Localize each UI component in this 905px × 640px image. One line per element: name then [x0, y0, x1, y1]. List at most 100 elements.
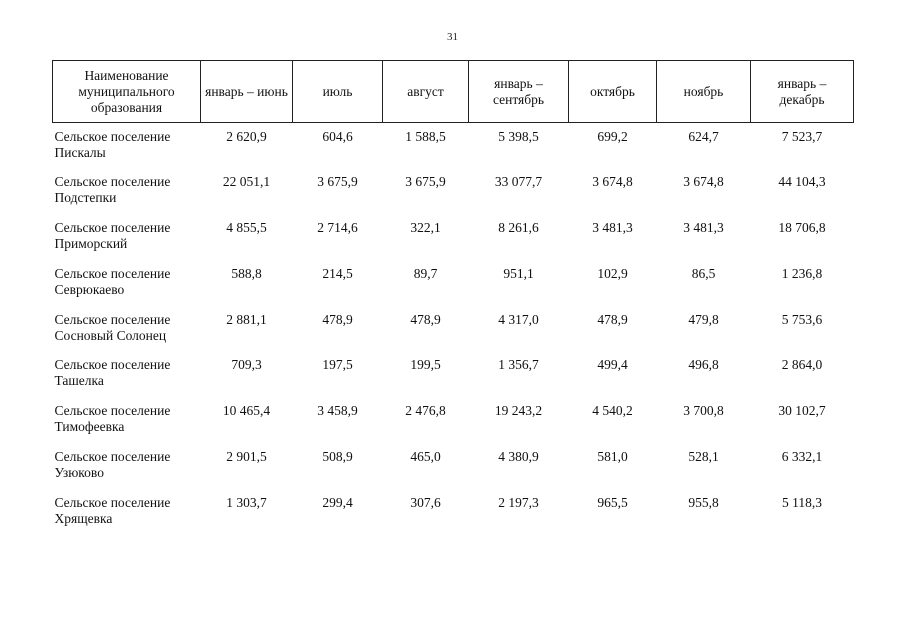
value-cell: 214,5 — [322, 265, 353, 281]
value-cell: 8 261,6 — [498, 220, 539, 236]
value-cell: 478,9 — [410, 311, 441, 327]
table-body: Сельское поселение Пискалы 2 620,9 604,6 1 5… — [53, 123, 854, 535]
table-row: Сельское поселение Ташелка 709,3 197,5 199,5… — [53, 351, 854, 397]
value-cell: 19 243,2 — [494, 403, 543, 419]
value-cell: 508,9 — [322, 449, 353, 465]
municipality-name: Подстепки — [54, 190, 117, 206]
municipality-name-cell: Сельское поселение Сосновый Солонец — [53, 306, 201, 352]
table-row: Сельское поселение Хрящевка 1 303,7 299,4 30… — [53, 489, 854, 535]
municipality-name-cell: Сельское поселение Ташелка — [53, 351, 201, 397]
value-cell: 955,8 — [688, 494, 719, 510]
table-row: Сельское поселение Узюково 2 901,5 508,9 465… — [53, 443, 854, 489]
value-cell: 2 476,8 — [405, 403, 446, 419]
value-cell: 478,9 — [597, 311, 628, 327]
value-cell: 3 674,8 — [683, 174, 724, 190]
municipality-name: Приморский — [54, 236, 128, 252]
value-cell: 3 481,3 — [592, 220, 633, 236]
municipality-name-cell: Сельское поселение Тимофеевка — [53, 397, 201, 443]
municipality-name: Севрюкаево — [54, 281, 125, 297]
municipality-name: Пискалы — [54, 145, 106, 160]
municipality-type: Сельское поселение — [54, 129, 171, 144]
value-cell: 102,9 — [597, 265, 628, 281]
municipality-name-cell: Сельское поселение Приморский — [53, 214, 201, 260]
value-cell: 322,1 — [410, 220, 441, 236]
value-cell: 30 102,7 — [778, 403, 826, 419]
value-cell: 581,0 — [597, 449, 628, 465]
value-cell: 3 675,9 — [405, 174, 446, 190]
value-cell: 18 706,8 — [778, 220, 826, 236]
municipality-type: Сельское поселение — [54, 357, 171, 373]
value-cell: 2 901,5 — [226, 449, 267, 465]
value-cell: 86,5 — [691, 265, 716, 281]
municipality-name: Узюково — [54, 465, 104, 481]
table-row: Сельское поселение Севрюкаево 588,8 214,5 89… — [53, 260, 854, 306]
value-cell: 1 236,8 — [781, 265, 823, 281]
value-cell: 3 674,8 — [592, 174, 633, 190]
value-cell: 2 881,1 — [226, 311, 267, 327]
header-jan-sep: январь – сентябрь — [468, 60, 569, 123]
value-cell: 624,7 — [688, 129, 719, 144]
value-cell: 479,8 — [688, 311, 719, 327]
municipality-type: Сельское поселение — [54, 265, 171, 281]
header-nov: ноябрь — [656, 60, 751, 123]
value-cell: 2 620,9 — [226, 129, 267, 144]
value-cell: 7 523,7 — [781, 129, 823, 144]
municipality-name: Сосновый Солонец — [54, 327, 167, 343]
value-cell: 1 303,7 — [226, 494, 267, 510]
table-row: Сельское поселение Приморский 4 855,5 2 714… — [53, 214, 854, 260]
header-row: Наименование муниципального образования … — [52, 60, 854, 123]
municipality-type: Сельское поселение — [54, 174, 171, 190]
value-cell: 6 332,1 — [781, 449, 823, 465]
value-cell: 4 380,9 — [498, 449, 539, 465]
value-cell: 604,6 — [322, 129, 353, 144]
header-jan-jun: январь – июнь — [200, 60, 293, 123]
header-jan-dec: январь – декабрь — [750, 60, 854, 123]
value-cell: 10 465,4 — [222, 403, 271, 419]
value-cell: 478,9 — [322, 311, 353, 327]
value-cell: 1 588,5 — [405, 129, 446, 144]
table-row: Сельское поселение Пискалы 2 620,9 604,6 1 5… — [53, 123, 854, 169]
table-row: Сельское поселение Сосновый Солонец 2 881,… — [53, 306, 854, 352]
value-cell: 3 675,9 — [317, 174, 358, 190]
value-cell: 199,5 — [410, 357, 441, 373]
value-cell: 496,8 — [688, 357, 719, 373]
header-municipality: Наименование муниципального образования — [52, 60, 201, 123]
value-cell: 465,0 — [410, 449, 441, 465]
value-cell: 951,1 — [503, 265, 534, 281]
municipality-name-cell: Сельское поселение Узюково — [53, 443, 201, 489]
header-oct: октябрь — [568, 60, 657, 123]
value-cell: 699,2 — [597, 129, 628, 144]
value-cell: 5 753,6 — [781, 311, 823, 327]
value-cell: 44 104,3 — [778, 174, 826, 190]
value-cell: 33 077,7 — [494, 174, 543, 190]
value-cell: 2 714,6 — [317, 220, 358, 236]
page-number: 31 — [447, 31, 458, 43]
value-cell: 4 540,2 — [592, 403, 633, 419]
value-cell: 1 356,7 — [498, 357, 539, 373]
table-row: Сельское поселение Тимофеевка 10 465,4 3 45… — [53, 397, 854, 443]
municipality-type: Сельское поселение — [54, 220, 171, 236]
value-cell: 709,3 — [231, 357, 262, 373]
value-cell: 3 700,8 — [683, 403, 724, 419]
value-cell: 3 481,3 — [683, 220, 724, 236]
municipality-name: Хрящевка — [54, 510, 113, 526]
municipality-name-cell: Сельское поселение Подстепки — [53, 168, 201, 214]
value-cell: 5 398,5 — [498, 129, 539, 144]
value-cell: 2 864,0 — [781, 357, 823, 373]
municipality-name-cell: Сельское поселение Пискалы — [53, 123, 201, 169]
municipality-type: Сельское поселение — [54, 311, 171, 327]
value-cell: 5 118,3 — [782, 494, 822, 510]
value-cell: 588,8 — [231, 265, 262, 281]
table-header: Наименование муниципального образования … — [52, 60, 854, 123]
value-cell: 3 458,9 — [317, 403, 358, 419]
value-cell: 299,4 — [322, 494, 353, 510]
value-cell: 4 317,0 — [498, 311, 539, 327]
municipality-type: Сельское поселение — [54, 449, 171, 465]
header-jul: июль — [292, 60, 383, 123]
header-aug: август — [382, 60, 469, 123]
value-cell: 307,6 — [410, 494, 441, 510]
table-row: Сельское поселение Подстепки 22 051,1 3 675… — [53, 168, 854, 214]
table-container: Наименование муниципального образования … — [52, 60, 854, 535]
value-cell: 2 197,3 — [498, 494, 539, 510]
value-cell: 499,4 — [597, 357, 628, 373]
